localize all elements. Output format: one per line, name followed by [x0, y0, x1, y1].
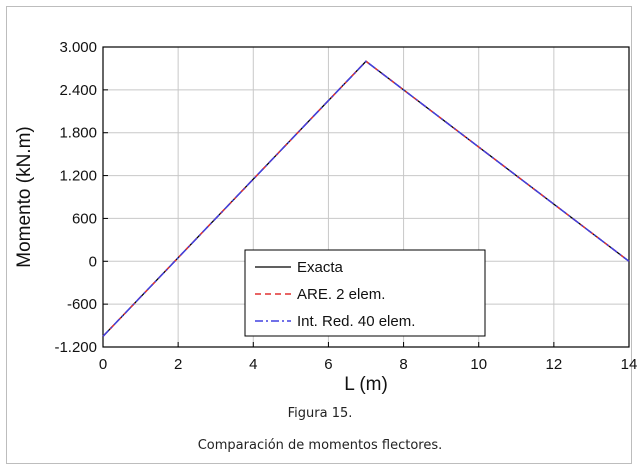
x-tick-label: 14 [621, 356, 638, 373]
legend-box [244, 249, 486, 337]
x-tick-label: 12 [546, 356, 563, 373]
x-tick-label: 8 [399, 356, 407, 373]
legend-entry-2: ARE. 2 elem. [297, 286, 385, 303]
plot-area-frame [102, 46, 630, 348]
moment-chart: 0 2 4 6 8 10 12 14 -1.200 -600 0 600 1.200 1.800 2.400… [14, 39, 637, 395]
legend: Exacta ARE. 2 elem. Int. Red. 40 elem. [244, 249, 486, 337]
x-axis-label: L (m) [344, 374, 388, 395]
x-tick-label: 6 [324, 356, 332, 373]
x-tick-label: 0 [99, 356, 107, 373]
figure-frame [6, 6, 632, 464]
y-tick-label: 1.200 [59, 168, 97, 185]
legend-entry-1: Exacta [297, 259, 344, 276]
figure-label: Figura 15. [287, 406, 353, 421]
series-lines [102, 60, 630, 337]
axis-ticks: 0 2 4 6 8 10 12 14 -1.200 -600 0 600 1.200 1.800 2.400… [54, 39, 637, 373]
y-tick-label: -600 [67, 296, 97, 313]
y-tick-label: 0 [89, 253, 97, 270]
figure-description: Comparación de momentos flectores. [197, 438, 443, 453]
y-tick-label: 600 [72, 210, 97, 227]
x-tick-label: 10 [470, 356, 487, 373]
y-tick-label: 3.000 [59, 39, 97, 56]
y-axis-label: Momento (kN.m) [14, 126, 35, 267]
y-tick-label: 2.400 [59, 82, 97, 99]
y-tick-label: 1.800 [59, 125, 97, 142]
x-tick-label: 4 [249, 356, 257, 373]
y-tick-label: -1.200 [54, 339, 97, 356]
legend-entry-3: Int. Red. 40 elem. [297, 313, 415, 330]
x-tick-label: 2 [174, 356, 182, 373]
series-line-3 [102, 60, 630, 337]
